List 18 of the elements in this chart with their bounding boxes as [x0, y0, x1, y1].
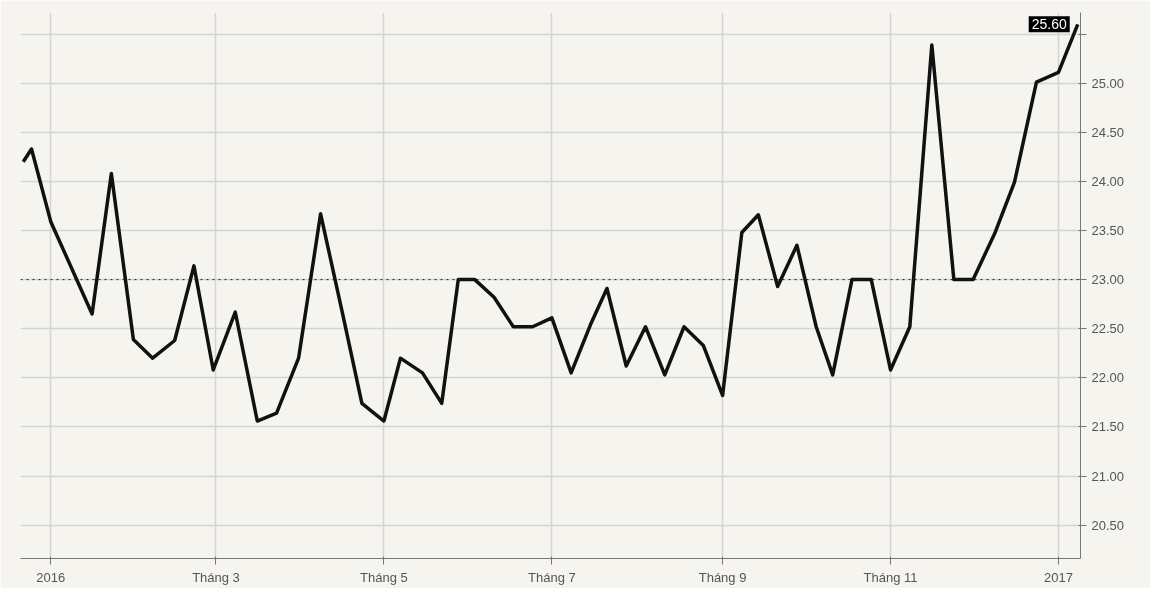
y-tick-label: 20.50 — [1091, 517, 1125, 533]
y-tick-label: 21.00 — [1091, 468, 1125, 484]
annotation: 25.60 — [1031, 16, 1067, 33]
y-tick-label: 23.00 — [1091, 272, 1125, 288]
y-tick-label: 24.50 — [1091, 124, 1125, 140]
y-tick-label: 22.50 — [1091, 321, 1125, 337]
y-tick-label: 21.50 — [1091, 419, 1125, 435]
x-tick-label: 2017 — [1044, 569, 1073, 585]
y-tick-label: 22.00 — [1091, 370, 1125, 386]
y-tick-label: 24.00 — [1091, 173, 1125, 189]
x-tick-label: Tháng 3 — [192, 569, 240, 585]
y-tick-label: 25.00 — [1091, 75, 1125, 91]
x-tick-label: Tháng 5 — [360, 569, 408, 585]
x-tick-label: Tháng 7 — [528, 569, 576, 585]
x-tick-label: Tháng 11 — [863, 569, 918, 585]
x-tick-label: Tháng 9 — [698, 569, 747, 585]
y-tick-label: 23.50 — [1091, 223, 1125, 239]
x-tick-label: 2016 — [36, 569, 66, 585]
